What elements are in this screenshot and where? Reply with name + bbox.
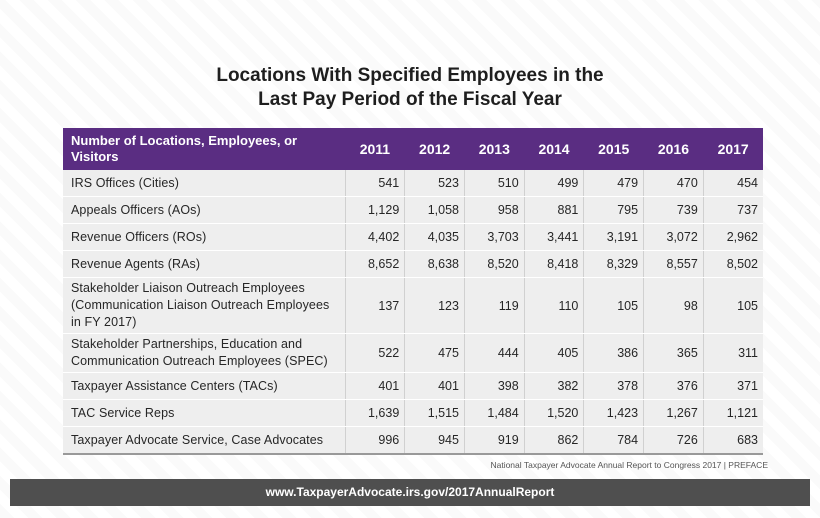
row-value: 110	[523, 277, 584, 334]
row-value: 541	[344, 170, 405, 197]
row-value: 522	[344, 333, 405, 373]
row-value: 105	[702, 277, 763, 334]
row-value: 726	[643, 426, 704, 455]
row-value: 2,962	[702, 223, 763, 251]
row-value: 401	[404, 372, 465, 400]
table-row: Stakeholder Liaison Outreach Employees (…	[63, 277, 763, 334]
row-value: 398	[463, 372, 525, 400]
table-row: TAC Service Reps 1,639 1,515 1,484 1,520 1,42…	[63, 399, 763, 427]
employees-table: Number of Locations, Employees, or Visit…	[63, 128, 763, 455]
row-value: 1,520	[523, 399, 584, 427]
row-value: 479	[583, 170, 644, 197]
row-value: 784	[583, 426, 644, 455]
table-body: IRS Offices (Cities) 541 523 510 499 479 470 45…	[63, 170, 763, 455]
row-value: 8,652	[344, 250, 405, 278]
row-value: 98	[643, 277, 704, 334]
row-value: 523	[404, 170, 465, 197]
row-value: 8,418	[523, 250, 584, 278]
header-year: 2011	[345, 128, 405, 170]
header-year: 2012	[404, 128, 465, 170]
row-value: 376	[643, 372, 704, 400]
header-year: 2017	[703, 128, 763, 170]
report-footnote: National Taxpayer Advocate Annual Report…	[490, 460, 768, 470]
row-value: 1,639	[344, 399, 405, 427]
row-value: 137	[344, 277, 405, 334]
row-value: 1,423	[583, 399, 644, 427]
row-value: 958	[463, 196, 525, 224]
row-value: 119	[463, 277, 525, 334]
row-value: 1,129	[344, 196, 405, 224]
row-value: 1,121	[702, 399, 763, 427]
row-value: 454	[702, 170, 763, 197]
row-label: Taxpayer Advocate Service, Case Advocate…	[63, 426, 346, 455]
row-value: 499	[523, 170, 584, 197]
header-label: Number of Locations, Employees, or Visit…	[63, 128, 346, 170]
row-label: Revenue Officers (ROs)	[63, 223, 346, 251]
row-value: 378	[583, 372, 644, 400]
row-value: 795	[583, 196, 644, 224]
header-year: 2015	[583, 128, 644, 170]
row-value: 3,441	[523, 223, 584, 251]
row-value: 4,035	[404, 223, 465, 251]
row-value: 919	[463, 426, 525, 455]
row-value: 405	[523, 333, 584, 373]
row-value: 945	[404, 426, 465, 455]
row-value: 8,502	[702, 250, 763, 278]
table-row: Taxpayer Assistance Centers (TACs) 401 401…	[63, 372, 763, 400]
row-value: 1,484	[463, 399, 525, 427]
table-row: Revenue Officers (ROs) 4,402 4,035 3,703 3,4…	[63, 223, 763, 251]
row-value: 1,058	[404, 196, 465, 224]
row-label: Taxpayer Assistance Centers (TACs)	[63, 372, 346, 400]
row-value: 3,703	[463, 223, 525, 251]
row-value: 3,191	[583, 223, 644, 251]
row-value: 8,520	[463, 250, 525, 278]
row-label: Revenue Agents (RAs)	[63, 250, 346, 278]
row-value: 8,638	[404, 250, 465, 278]
row-value: 386	[583, 333, 644, 373]
row-value: 862	[523, 426, 584, 455]
row-label: Stakeholder Partnerships, Education and …	[63, 333, 346, 373]
table-row: Taxpayer Advocate Service, Case Advocate…	[63, 426, 763, 455]
row-value: 510	[463, 170, 525, 197]
footer-url-link[interactable]: www.TaxpayerAdvocate.irs.gov/2017AnnualR…	[265, 485, 555, 499]
row-value: 311	[702, 333, 763, 373]
row-label: TAC Service Reps	[63, 399, 346, 427]
row-label: Stakeholder Liaison Outreach Employees (…	[63, 277, 346, 334]
title-line-1: Locations With Specified Employees in th…	[216, 65, 604, 86]
row-value: 1,515	[404, 399, 465, 427]
row-value: 996	[344, 426, 405, 455]
header-year: 2013	[464, 128, 525, 170]
row-value: 4,402	[344, 223, 405, 251]
row-label: Appeals Officers (AOs)	[63, 196, 346, 224]
row-value: 737	[702, 196, 763, 224]
row-value: 401	[344, 372, 405, 400]
row-value: 123	[404, 277, 465, 334]
title-line-2: Last Pay Period of the Fiscal Year	[258, 89, 562, 110]
row-value: 8,329	[583, 250, 644, 278]
row-value: 8,557	[643, 250, 704, 278]
row-value: 371	[702, 372, 763, 400]
row-label: IRS Offices (Cities)	[63, 170, 346, 197]
row-value: 683	[702, 426, 763, 455]
row-value: 881	[523, 196, 584, 224]
row-value: 365	[643, 333, 704, 373]
page-title: Locations With Specified Employees in th…	[0, 64, 820, 112]
row-value: 470	[643, 170, 704, 197]
table-header-row: Number of Locations, Employees, or Visit…	[63, 128, 763, 170]
footer-bar: www.TaxpayerAdvocate.irs.gov/2017AnnualR…	[10, 479, 810, 506]
table-row: IRS Offices (Cities) 541 523 510 499 479 470 45…	[63, 170, 763, 197]
row-value: 382	[523, 372, 584, 400]
row-value: 475	[404, 333, 465, 373]
table-row: Appeals Officers (AOs) 1,129 1,058 958 881 79…	[63, 196, 763, 224]
header-year: 2014	[524, 128, 584, 170]
table-row: Revenue Agents (RAs) 8,652 8,638 8,520 8,418…	[63, 250, 763, 278]
row-value: 3,072	[643, 223, 704, 251]
row-value: 105	[583, 277, 644, 334]
row-value: 1,267	[643, 399, 704, 427]
row-value: 739	[643, 196, 704, 224]
row-value: 444	[463, 333, 525, 373]
header-year: 2016	[643, 128, 704, 170]
table-row: Stakeholder Partnerships, Education and …	[63, 333, 763, 373]
